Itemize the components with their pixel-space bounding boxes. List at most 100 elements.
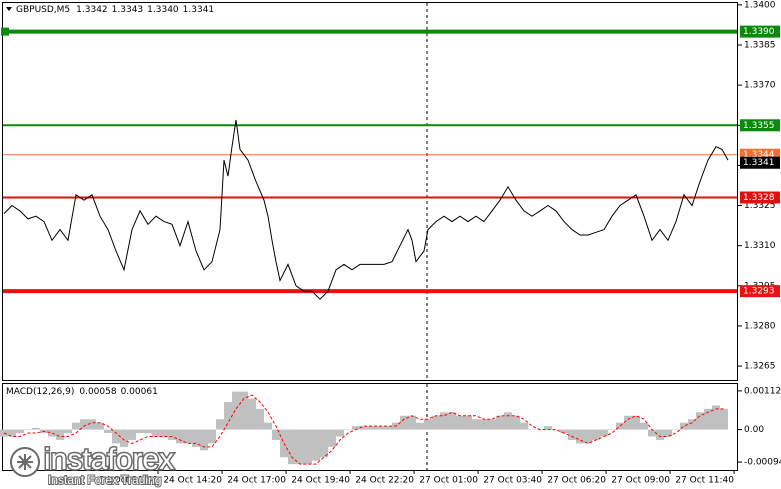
x-tick-label: 24 Oct 11:40 — [99, 476, 158, 486]
histogram-bar — [456, 415, 464, 430]
histogram-bar — [296, 429, 304, 465]
level-label: 1.3328 — [743, 193, 775, 203]
histogram-bar — [504, 412, 512, 430]
level-label: 1.3390 — [743, 27, 775, 37]
histogram-bar — [32, 427, 40, 430]
histogram-bar — [336, 429, 344, 437]
histogram-bar — [584, 429, 592, 444]
histogram-bar — [616, 422, 624, 430]
price-label: 1.3341 — [743, 158, 775, 168]
open: 1.3342 — [76, 5, 108, 15]
histogram-bar — [648, 429, 656, 437]
histogram-bar — [128, 429, 136, 440]
y-tick-label: 1.3370 — [744, 81, 776, 91]
histogram-bar — [496, 415, 504, 430]
histogram-bar — [472, 419, 480, 430]
histogram-bar — [96, 422, 104, 430]
histogram-bar — [64, 429, 72, 434]
histogram-bar — [272, 429, 280, 440]
histogram-bar — [360, 426, 368, 430]
histogram-bar — [320, 429, 328, 458]
indicator-name: MACD(12,26,9) — [6, 387, 74, 397]
signal-value: 0.00061 — [121, 387, 158, 397]
histogram-bar — [224, 401, 232, 430]
histogram-bar — [512, 415, 520, 430]
histogram-bar — [144, 429, 152, 434]
y-tick-label: 1.3400 — [744, 0, 776, 10]
menu-arrow — [6, 7, 12, 11]
histogram-bar — [160, 429, 168, 437]
histogram-bar — [264, 422, 272, 430]
y-tick-label: 1.3310 — [744, 241, 776, 251]
y-tick-label: 1.3265 — [744, 362, 776, 372]
level-label-box — [740, 25, 780, 38]
histogram-bar — [696, 412, 704, 430]
tagline: Instant Forex Trading — [48, 473, 161, 487]
histogram-bar — [656, 429, 664, 440]
histogram-bar — [552, 429, 560, 431]
histogram-bar — [136, 429, 144, 434]
histogram-bar — [640, 422, 648, 430]
y-tick-label: 1.3280 — [744, 321, 776, 331]
x-tick-label: 27 Oct 09:00 — [611, 476, 670, 486]
histogram-bar — [432, 415, 440, 430]
histogram-bar — [304, 429, 312, 465]
level-label-box — [740, 119, 780, 132]
histogram-bar — [568, 429, 576, 440]
histogram-bar — [240, 391, 248, 430]
histogram-bar — [216, 419, 224, 430]
x-tick-label: 27 Oct 06:20 — [547, 476, 606, 486]
histogram-bar — [72, 422, 80, 430]
histogram-bar — [424, 419, 432, 430]
x-tick-label: 24 Oct 17:00 — [227, 476, 286, 486]
macd-value: 0.00058 — [79, 387, 116, 397]
level-label-box — [740, 285, 780, 298]
histogram-bar — [680, 422, 688, 430]
histogram-bar — [576, 429, 584, 444]
y-tick-label: -0.00094 — [744, 458, 781, 468]
histogram-bar — [712, 405, 720, 430]
histogram-bar — [408, 415, 416, 430]
x-tick-label: 27 Oct 01:00 — [419, 476, 478, 486]
x-tick-label: 24 Oct 22:20 — [355, 476, 414, 486]
level-label: 1.3355 — [743, 121, 775, 131]
histogram-bar — [440, 412, 448, 430]
histogram-bar — [592, 429, 600, 440]
histogram-bar — [176, 429, 184, 444]
histogram-bar — [544, 426, 552, 430]
level-handle — [1, 27, 9, 36]
histogram-bar — [480, 419, 488, 430]
histogram-bar — [288, 429, 296, 465]
y-tick-label: 0.00 — [744, 425, 764, 435]
price-panel — [2, 2, 738, 381]
signal-line — [3, 394, 724, 465]
x-tick-label: 24 Oct 19:40 — [291, 476, 350, 486]
histogram-bar — [400, 415, 408, 430]
histogram-bar — [520, 422, 528, 430]
histogram-bar — [80, 419, 88, 430]
histogram-bar — [248, 398, 256, 430]
histogram-bar — [56, 429, 64, 440]
histogram-bar — [328, 429, 336, 447]
histogram-bar — [152, 429, 160, 437]
histogram-bar — [112, 429, 120, 444]
histogram-bar — [48, 429, 56, 437]
histogram-bar — [120, 429, 128, 447]
histogram-bar — [704, 408, 712, 430]
x-tick-label: 27 Oct 11:40 — [675, 476, 734, 486]
histogram-bar — [24, 429, 32, 431]
histogram-bar — [104, 429, 112, 434]
histogram-bar — [344, 429, 352, 431]
level-label: 1.3293 — [743, 287, 775, 297]
histogram-bar — [464, 415, 472, 430]
histogram-bar — [184, 429, 192, 444]
y-tick-label: 1.3385 — [744, 41, 776, 51]
histogram-bar — [200, 429, 208, 451]
histogram-bar — [624, 415, 632, 430]
histogram-bar — [528, 429, 536, 431]
histogram-bar — [8, 429, 16, 437]
brand: instaforex — [44, 443, 174, 476]
histogram-bar — [376, 426, 384, 430]
histogram-bar — [688, 419, 696, 430]
